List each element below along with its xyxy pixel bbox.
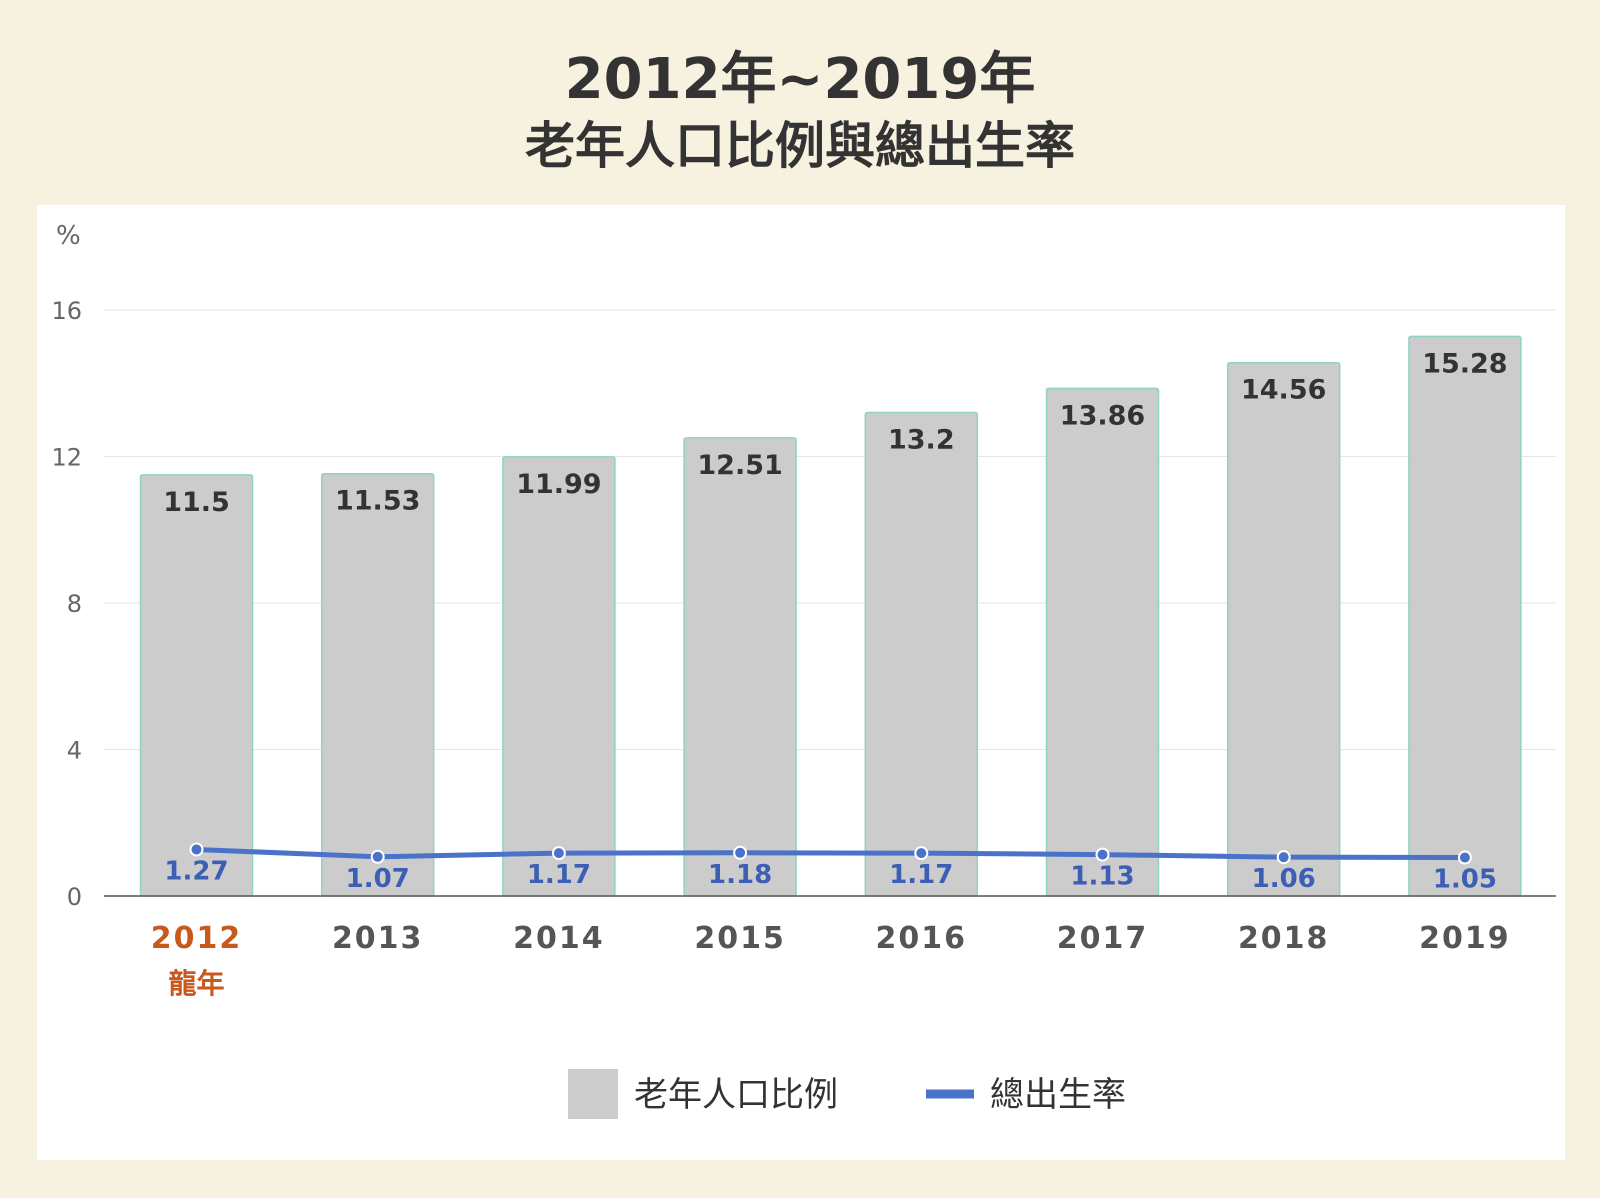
y-tick-label: 4 — [67, 737, 82, 765]
x-tick-label: 2017 — [1057, 921, 1149, 956]
x-tick-sublabel: 龍年 — [168, 967, 224, 1000]
x-tick-label: 2015 — [694, 921, 786, 956]
bar-data-label: 11.5 — [163, 487, 230, 518]
bar — [139, 474, 254, 897]
bar — [1045, 387, 1160, 897]
bar-data-label: 13.2 — [888, 425, 955, 456]
y-axis-label: % — [56, 221, 81, 251]
legend-label-bar: 老年人口比例 — [634, 1075, 838, 1115]
line-data-label: 1.17 — [527, 860, 591, 890]
x-tick-label: 2014 — [513, 921, 605, 956]
line-data-label: 1.17 — [889, 860, 953, 890]
bar — [320, 472, 435, 897]
bar — [502, 456, 616, 897]
y-tick-label: 0 — [67, 883, 82, 911]
line-point — [189, 842, 204, 857]
chart-title: 2012年~2019年 — [564, 47, 1036, 112]
line-data-label: 1.06 — [1252, 864, 1316, 894]
line-point — [551, 846, 566, 861]
line-data-label: 1.05 — [1433, 865, 1497, 895]
bar — [1408, 335, 1522, 897]
bar — [683, 437, 797, 897]
legend-label-line: 總出生率 — [990, 1075, 1126, 1115]
line-data-label: 1.18 — [708, 860, 772, 890]
bar-data-label: 11.53 — [335, 486, 420, 517]
line-point — [370, 849, 385, 864]
bar-data-label: 15.28 — [1422, 348, 1507, 379]
line-point — [1457, 850, 1472, 865]
x-tick-label: 2016 — [876, 921, 968, 956]
line-point — [914, 846, 929, 861]
bar-data-label: 14.56 — [1241, 375, 1326, 406]
line-data-label: 1.13 — [1070, 862, 1134, 892]
legend-swatch-bar — [568, 1069, 618, 1119]
line-point — [1095, 847, 1110, 862]
chart-subtitle: 老年人口比例與總出生率 — [525, 117, 1075, 175]
line-point — [1276, 850, 1291, 865]
line-data-label: 1.07 — [346, 864, 410, 894]
x-tick-label: 2012 — [151, 921, 243, 956]
bar-data-label: 12.51 — [697, 450, 782, 481]
bar — [1226, 361, 1341, 897]
bar-data-label: 11.99 — [516, 469, 601, 500]
line-data-label: 1.27 — [164, 856, 228, 886]
bar — [864, 411, 979, 897]
y-tick-label: 8 — [67, 590, 82, 618]
bar-data-label: 13.86 — [1060, 400, 1145, 431]
x-tick-label: 2019 — [1419, 921, 1511, 956]
line-point — [733, 845, 748, 860]
x-tick-label: 2018 — [1238, 921, 1330, 956]
y-tick-label: 16 — [51, 297, 82, 325]
y-tick-label: 12 — [51, 444, 82, 472]
line-series-path — [194, 846, 1468, 861]
x-tick-label: 2013 — [332, 921, 424, 956]
